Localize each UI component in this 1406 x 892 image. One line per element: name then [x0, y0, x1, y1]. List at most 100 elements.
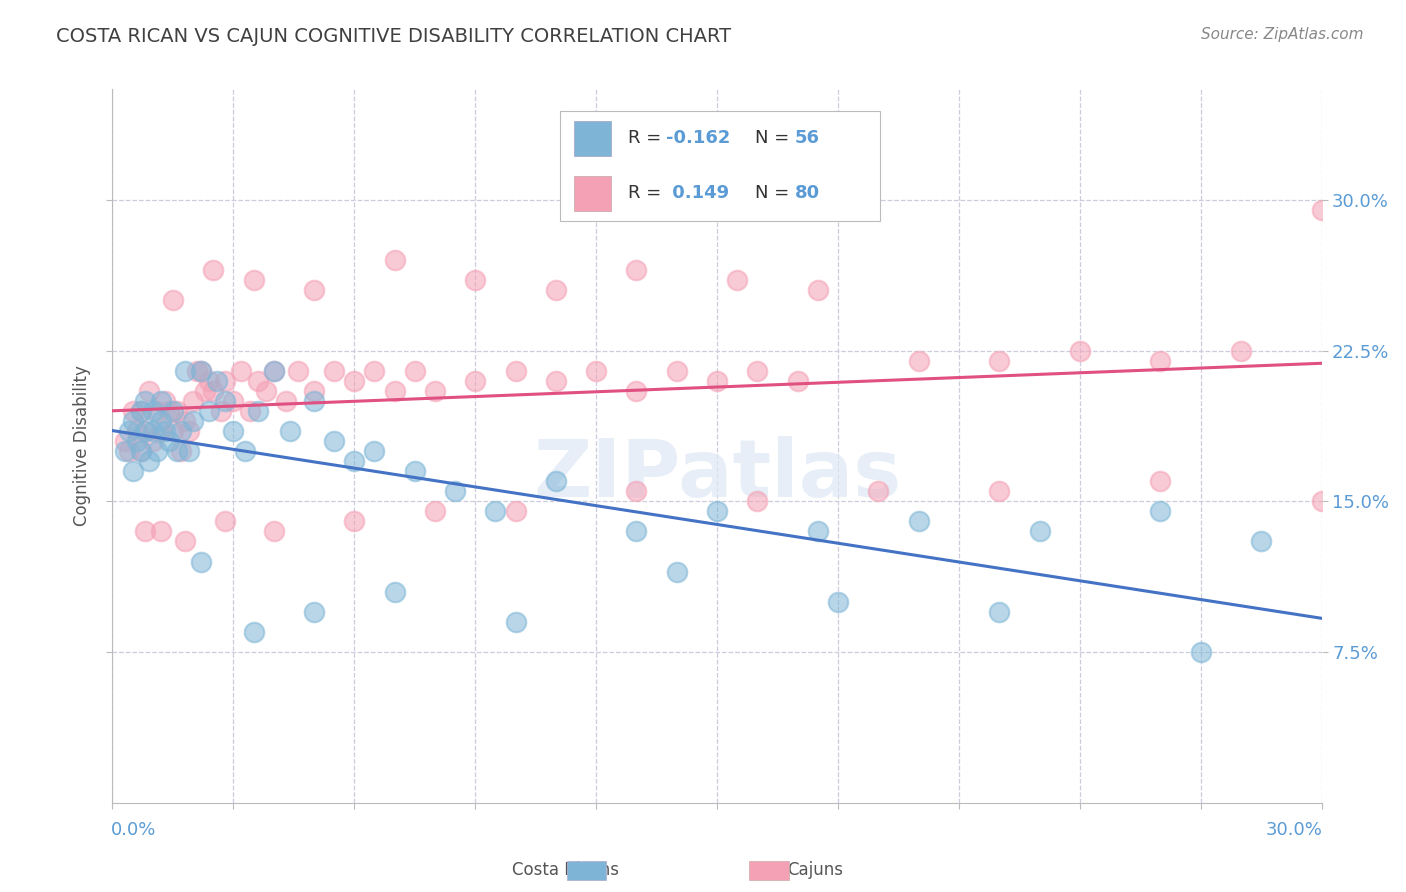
Text: Source: ZipAtlas.com: Source: ZipAtlas.com: [1201, 27, 1364, 42]
Point: [278, 424, 301, 438]
Point: [129, 444, 152, 458]
Point: [214, 393, 236, 408]
Point: [242, 624, 264, 639]
Point: [174, 363, 197, 377]
Point: [238, 404, 260, 418]
Point: [1149, 504, 1171, 518]
Point: [214, 374, 236, 388]
Point: [423, 384, 446, 398]
Point: [177, 424, 200, 438]
Point: [198, 404, 221, 418]
Point: [1230, 343, 1253, 358]
FancyBboxPatch shape: [575, 121, 610, 155]
Point: [807, 524, 830, 539]
Point: [153, 424, 176, 438]
Point: [544, 283, 567, 297]
Point: [287, 363, 309, 377]
Point: [484, 504, 506, 518]
Point: [214, 515, 236, 529]
Point: [868, 484, 890, 499]
Point: [263, 363, 285, 377]
Point: [626, 524, 648, 539]
Point: [263, 524, 285, 539]
Point: [404, 363, 426, 377]
Point: [153, 393, 176, 408]
Point: [323, 363, 346, 377]
Point: [302, 393, 325, 408]
Point: [1310, 494, 1333, 508]
Point: [114, 444, 136, 458]
Text: N =: N =: [755, 185, 794, 202]
Point: [174, 534, 197, 549]
Point: [134, 424, 156, 438]
Text: N =: N =: [755, 129, 794, 147]
Point: [121, 464, 143, 478]
Point: [121, 414, 143, 428]
Point: [1310, 202, 1333, 217]
Text: COSTA RICAN VS CAJUN COGNITIVE DISABILITY CORRELATION CHART: COSTA RICAN VS CAJUN COGNITIVE DISABILIT…: [56, 27, 731, 45]
Point: [142, 404, 165, 418]
Point: [194, 384, 217, 398]
Point: [117, 444, 139, 458]
Point: [343, 454, 366, 468]
Point: [544, 374, 567, 388]
Point: [1149, 474, 1171, 488]
Point: [464, 374, 486, 388]
Point: [626, 384, 648, 398]
Point: [384, 384, 406, 398]
Text: R =: R =: [627, 185, 666, 202]
Point: [134, 393, 156, 408]
Point: [149, 424, 172, 438]
Point: [207, 374, 229, 388]
Point: [146, 444, 169, 458]
Point: [138, 454, 160, 468]
Point: [174, 414, 197, 428]
Point: [162, 424, 184, 438]
Point: [505, 504, 527, 518]
Point: [665, 565, 688, 579]
Point: [246, 404, 269, 418]
Point: [343, 515, 366, 529]
Point: [302, 283, 325, 297]
Point: [190, 363, 212, 377]
Point: [166, 404, 188, 418]
Point: [274, 393, 297, 408]
Point: [166, 444, 188, 458]
Point: [907, 515, 929, 529]
Point: [149, 414, 172, 428]
Text: 56: 56: [794, 129, 820, 147]
Text: 0.149: 0.149: [666, 185, 730, 202]
Point: [747, 494, 769, 508]
Point: [222, 424, 245, 438]
Point: [121, 404, 143, 418]
Point: [585, 363, 607, 377]
Point: [363, 444, 385, 458]
Text: 0.0%: 0.0%: [111, 821, 156, 838]
Point: [170, 444, 193, 458]
Point: [384, 253, 406, 268]
Point: [114, 434, 136, 448]
Text: R =: R =: [627, 129, 666, 147]
Point: [162, 293, 184, 308]
Point: [125, 424, 148, 438]
Point: [907, 353, 929, 368]
Point: [988, 353, 1011, 368]
Point: [626, 484, 648, 499]
Point: [170, 424, 193, 438]
Point: [142, 434, 165, 448]
Text: Costa Ricans: Costa Ricans: [512, 861, 619, 879]
Point: [202, 384, 225, 398]
Point: [142, 424, 165, 438]
FancyBboxPatch shape: [560, 111, 880, 221]
Point: [706, 504, 728, 518]
Point: [157, 404, 180, 418]
Point: [444, 484, 467, 499]
Point: [363, 363, 385, 377]
Point: [149, 393, 172, 408]
Point: [626, 263, 648, 277]
Point: [464, 273, 486, 287]
Point: [706, 374, 728, 388]
Point: [134, 424, 156, 438]
Point: [665, 363, 688, 377]
Point: [343, 374, 366, 388]
